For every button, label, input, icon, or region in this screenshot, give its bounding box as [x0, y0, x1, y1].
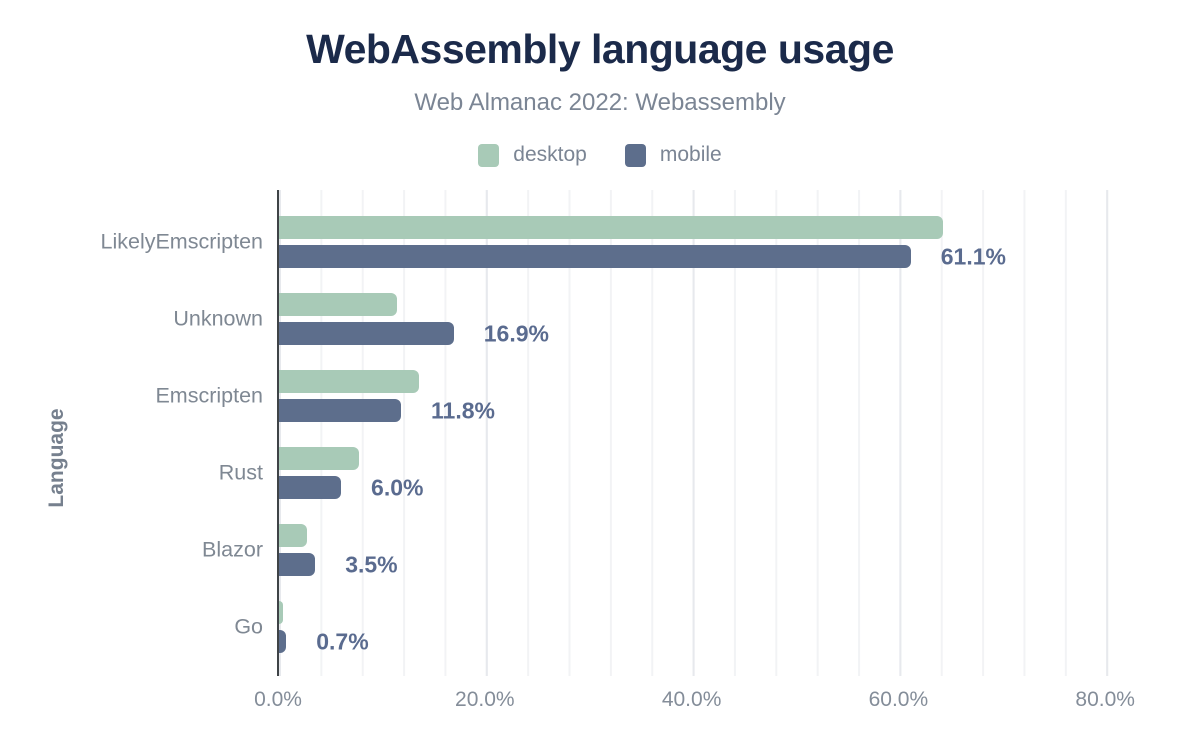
bar-mobile-unknown[interactable] [279, 322, 454, 345]
data-label-likelyemscripten: 61.1% [940, 243, 1006, 269]
x-tick-40: 40.0% [661, 688, 722, 711]
category-label-unknown: Unknown [173, 306, 263, 331]
legend: desktop mobile [0, 143, 1200, 167]
bar-mobile-emscripten[interactable] [279, 399, 401, 422]
x-tick-60: 60.0% [868, 688, 929, 711]
data-label-rust: 6.0% [371, 474, 424, 500]
bar-mobile-blazor[interactable] [279, 553, 316, 576]
chart-title: WebAssembly language usage [306, 26, 894, 72]
bar-mobile-go[interactable] [279, 630, 287, 653]
bar-desktop-unknown[interactable] [279, 293, 397, 316]
legend-label-desktop: desktop [513, 143, 587, 166]
x-tick-20: 20.0% [455, 688, 515, 711]
plot-area: 61.1% 16.9% 11.8% 6.0% 3.5% 0.7% [277, 190, 1135, 676]
category-label-likelyemscripten: LikelyEmscripten [100, 229, 264, 254]
legend-item-mobile: mobile [624, 143, 722, 167]
bar-desktop-blazor[interactable] [279, 524, 307, 547]
legend-item-desktop: desktop [478, 143, 587, 167]
bar-desktop-emscripten[interactable] [279, 370, 419, 393]
legend-swatch-mobile-icon [624, 143, 646, 167]
bar-desktop-rust[interactable] [279, 447, 359, 470]
category-label-rust: Rust [218, 460, 263, 485]
data-label-unknown: 16.9% [483, 320, 549, 346]
legend-label-mobile: mobile [659, 143, 722, 166]
bar-desktop-likelyemscripten[interactable] [279, 216, 943, 239]
category-label-go: Go [234, 614, 263, 639]
legend-swatch-desktop-icon [478, 143, 500, 167]
y-axis-title: Language [45, 408, 68, 508]
x-tick-0: 0.0% [254, 688, 302, 711]
bar-desktop-go[interactable] [279, 601, 284, 624]
data-label-blazor: 3.5% [345, 551, 398, 577]
data-label-go: 0.7% [316, 628, 369, 654]
chart-subtitle: Web Almanac 2022: Webassembly [414, 89, 786, 116]
data-label-emscripten: 11.8% [431, 397, 495, 423]
x-tick-80: 80.0% [1075, 688, 1135, 711]
category-label-blazor: Blazor [202, 537, 263, 562]
category-label-emscripten: Emscripten [155, 383, 263, 408]
bar-mobile-likelyemscripten[interactable] [279, 245, 911, 268]
bar-mobile-rust[interactable] [279, 476, 342, 499]
